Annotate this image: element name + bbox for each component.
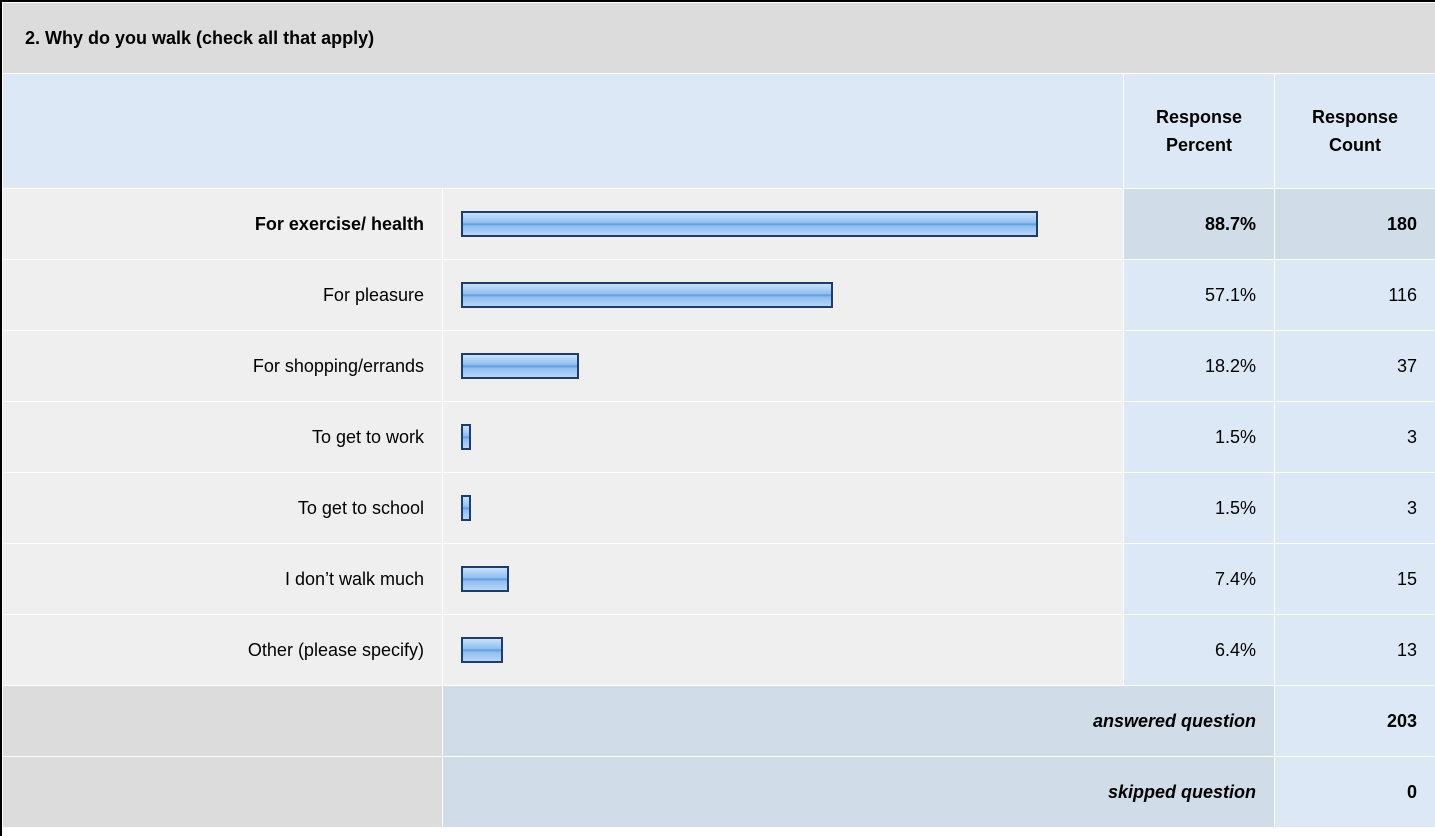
response-count: 37 <box>1273 330 1435 402</box>
footer-blank <box>2 756 443 828</box>
bar <box>461 495 471 521</box>
response-label: To get to work <box>2 401 443 473</box>
skipped-label: skipped question <box>442 756 1275 828</box>
response-count: 13 <box>1273 614 1435 686</box>
response-percent: 88.7% <box>1123 188 1275 260</box>
response-label: I don’t walk much <box>2 543 443 615</box>
skipped-row: skipped question 0 <box>2 756 1435 828</box>
response-count: 116 <box>1273 259 1435 331</box>
response-percent: 7.4% <box>1123 543 1275 615</box>
response-row: For pleasure 57.1% 116 <box>2 259 1435 331</box>
response-percent: 57.1% <box>1123 259 1275 331</box>
bar <box>461 637 503 663</box>
response-count: 180 <box>1273 188 1435 260</box>
bar <box>461 424 471 450</box>
response-count: 3 <box>1273 472 1435 544</box>
bar-cell <box>442 472 1124 544</box>
response-label: Other (please specify) <box>2 614 443 686</box>
response-label: For exercise/ health <box>2 188 443 260</box>
question-title: 2. Why do you walk (check all that apply… <box>2 2 1435 74</box>
bar-cell <box>442 543 1124 615</box>
response-row: For exercise/ health 88.7% 180 <box>2 188 1435 260</box>
response-percent: 18.2% <box>1123 330 1275 402</box>
response-percent: 6.4% <box>1123 614 1275 686</box>
bar <box>461 353 580 379</box>
response-label: For shopping/errands <box>2 330 443 402</box>
response-label: For pleasure <box>2 259 443 331</box>
response-percent: 1.5% <box>1123 401 1275 473</box>
bar-cell <box>442 188 1124 260</box>
response-row: I don’t walk much 7.4% 15 <box>2 543 1435 615</box>
response-percent: 1.5% <box>1123 472 1275 544</box>
footer-blank <box>2 685 443 757</box>
bar-cell <box>442 259 1124 331</box>
response-count: 3 <box>1273 401 1435 473</box>
response-row: Other (please specify) 6.4% 13 <box>2 614 1435 686</box>
column-header: Response Count <box>1273 73 1435 189</box>
bar <box>461 282 833 308</box>
answered-label: answered question <box>442 685 1275 757</box>
skipped-count: 0 <box>1273 756 1435 828</box>
bar <box>461 566 510 592</box>
response-count: 15 <box>1273 543 1435 615</box>
answered-row: answered question 203 <box>2 685 1435 757</box>
bar-cell <box>442 401 1124 473</box>
response-row: To get to work 1.5% 3 <box>2 401 1435 473</box>
column-header: Response Percent <box>1123 73 1275 189</box>
response-row: For shopping/errands 18.2% 37 <box>2 330 1435 402</box>
response-label: To get to school <box>2 472 443 544</box>
bar <box>461 211 1039 237</box>
response-row: To get to school 1.5% 3 <box>2 472 1435 544</box>
answered-count: 203 <box>1273 685 1435 757</box>
header-blank <box>2 73 1124 189</box>
bar-cell <box>442 330 1124 402</box>
bar-cell <box>442 614 1124 686</box>
